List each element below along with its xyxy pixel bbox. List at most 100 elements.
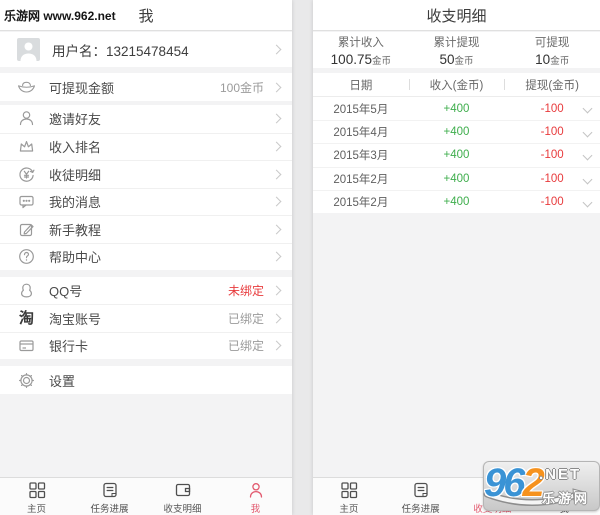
left-tab-bar: 主页 任务进展 收支明细 我: [0, 477, 292, 515]
row-income: +400: [443, 102, 470, 115]
site-watermark-text: 乐游网 www.962.net: [4, 9, 116, 23]
left-title-bar: 我: [0, 0, 292, 31]
summary-value: 100.75金币: [330, 51, 391, 67]
chevron-right-icon: [271, 113, 282, 124]
taobao-binding-row[interactable]: 淘 淘宝账号 已绑定: [0, 304, 292, 331]
row-withdraw: -100: [540, 195, 564, 208]
tab-task-progress[interactable]: 任务进展: [73, 478, 146, 515]
chevron-right-icon: [271, 224, 282, 235]
help-center-icon: [17, 247, 36, 266]
tab-label: 任务进展: [401, 504, 440, 515]
row-date: 2015年2月: [333, 196, 389, 209]
tab-label: 主页: [26, 504, 46, 515]
row-date: 2015年2月: [333, 173, 389, 186]
wallet-icon: [175, 483, 190, 497]
menu-item-label: 收徒明细: [49, 167, 102, 183]
withdrawable-amount-row[interactable]: 可提现金额 100金币: [0, 73, 292, 101]
person-icon: [249, 483, 262, 498]
tab-income-detail[interactable]: 收支明细: [146, 478, 219, 515]
column-header-income: 收入(金币): [408, 73, 505, 96]
table-row[interactable]: 2015年2月 +400 -100: [313, 166, 600, 190]
column-header-withdraw: 提现(金币): [504, 73, 600, 96]
table-row[interactable]: 2015年4月 +400 -100: [313, 120, 600, 143]
row-date: 2015年5月: [333, 103, 389, 116]
menu-item-label: 邀请好友: [49, 112, 102, 128]
logo-number: 962: [484, 461, 545, 505]
menu-item-label: 新手教程: [49, 222, 102, 238]
menu-item-label: 帮助中心: [49, 250, 102, 266]
grid-icon: [28, 482, 45, 499]
tab-home[interactable]: 主页: [0, 478, 73, 515]
tab-task-progress[interactable]: 任务进展: [385, 478, 457, 515]
row-withdraw: -100: [540, 126, 564, 139]
account-binding-section: QQ号 未绑定 淘 淘宝账号 已绑定 银行卡 已绑定: [0, 277, 292, 359]
row-withdraw: -100: [540, 172, 564, 185]
row-withdraw: -100: [540, 149, 564, 162]
chevron-right-icon: [271, 313, 282, 324]
apprentice-detail-icon: [17, 165, 36, 184]
username-label: 用户名：13215478454: [52, 43, 189, 59]
logo-net-text: .NET: [539, 466, 582, 483]
tab-home[interactable]: 主页: [313, 478, 385, 515]
settings-label: 设置: [49, 373, 76, 389]
binding-status: 未绑定: [227, 284, 264, 299]
chevron-right-icon: [271, 44, 282, 55]
qq-binding-row[interactable]: QQ号 未绑定: [0, 277, 292, 304]
chevron-right-icon: [271, 169, 282, 180]
profile-row[interactable]: 用户名：13215478454: [0, 32, 292, 67]
tab-label: 任务进展: [90, 504, 129, 515]
task-doc-icon: [102, 482, 117, 498]
summary-value: 50金币: [439, 51, 474, 67]
menu-item-help-center[interactable]: 帮助中心: [0, 242, 292, 271]
summary-label: 累计收入: [337, 36, 384, 49]
page-title: 收支明细: [426, 7, 487, 25]
binding-label: 淘宝账号: [49, 311, 102, 327]
chevron-right-icon: [271, 340, 282, 351]
tab-me[interactable]: 我: [219, 478, 292, 515]
total-income-summary: 累计收入 100.75金币: [313, 32, 409, 68]
beginner-tutorial-icon: [17, 220, 36, 239]
row-income: +400: [443, 195, 470, 208]
menu-item-beginner-tutorial[interactable]: 新手教程: [0, 215, 292, 243]
menu-item-label: 收入排名: [49, 140, 102, 156]
binding-label: 银行卡: [49, 339, 89, 355]
swoosh-arrow-icon: [483, 488, 586, 506]
table-row[interactable]: 2015年3月 +400 -100: [313, 143, 600, 166]
binding-status: 已绑定: [227, 339, 264, 354]
table-row[interactable]: 2015年5月 +400 -100: [313, 97, 600, 120]
chevron-right-icon: [271, 285, 282, 296]
task-doc-icon: [413, 482, 428, 498]
summary-label: 累计提现: [433, 36, 480, 49]
gold-ingot-icon: [17, 78, 36, 97]
grid-icon: [341, 482, 358, 499]
page-title: 我: [138, 7, 154, 25]
chevron-right-icon: [271, 141, 282, 152]
menu-item-apprentice-detail[interactable]: 收徒明细: [0, 160, 292, 188]
person-silhouette-icon: [20, 42, 37, 61]
profile-screen: 我 用户名：13215478454 可提现金额 100: [0, 0, 292, 515]
withdrawable-value: 100金币: [219, 80, 264, 95]
qq-icon: [17, 281, 36, 300]
settings-row[interactable]: 设置: [0, 366, 292, 394]
total-withdraw-summary: 累计提现 50金币: [409, 32, 505, 68]
column-header-date: 日期: [349, 79, 373, 92]
my-messages-icon: [17, 192, 36, 211]
right-title-bar: 收支明细: [313, 0, 600, 31]
row-income: +400: [443, 126, 470, 139]
menu-item-my-messages[interactable]: 我的消息: [0, 187, 292, 216]
chevron-right-icon: [271, 251, 282, 262]
row-date: 2015年3月: [333, 150, 389, 163]
menu-item-income-ranking[interactable]: 收入排名: [0, 132, 292, 161]
table-row[interactable]: 2015年2月 +400 -100: [313, 189, 600, 213]
avatar: [17, 38, 40, 61]
binding-status: 已绑定: [227, 311, 264, 326]
menu-section: 邀请好友 收入排名 收徒明细: [0, 105, 292, 270]
row-income: +400: [443, 172, 470, 185]
962net-logo: 962 .NET 乐游网: [483, 461, 600, 511]
summary-label: 可提现: [534, 36, 570, 49]
menu-item-invite-friends[interactable]: 邀请好友: [0, 105, 292, 133]
bank-card-binding-row[interactable]: 银行卡 已绑定: [0, 331, 292, 359]
row-date: 2015年4月: [333, 127, 389, 140]
tab-label: 收支明细: [163, 504, 202, 515]
binding-label: QQ号: [49, 284, 83, 300]
